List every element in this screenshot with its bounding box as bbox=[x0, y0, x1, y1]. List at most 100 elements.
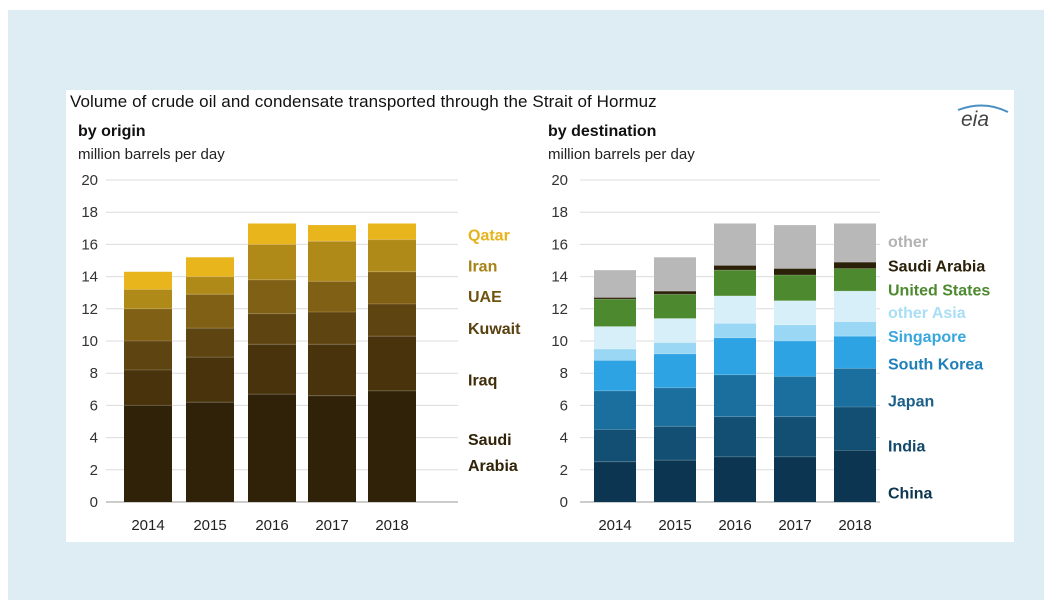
destination-bar-segment bbox=[834, 268, 876, 292]
destination-bar-segment bbox=[594, 297, 636, 300]
destination-bar-segment bbox=[774, 268, 816, 275]
destination-bar-segment bbox=[594, 429, 636, 462]
destination-bar-segment bbox=[834, 291, 876, 322]
origin-chart-title: by origin bbox=[78, 123, 146, 140]
destination-bar-segment bbox=[834, 336, 876, 369]
origin-x-tick-label: 2018 bbox=[375, 517, 408, 534]
destination-bar-segment bbox=[774, 274, 816, 301]
origin-legend-label: Iraq bbox=[468, 373, 497, 390]
eia-logo-swoosh bbox=[957, 104, 1009, 113]
destination-bar-segment bbox=[774, 376, 816, 417]
destination-bar-segment bbox=[834, 450, 876, 502]
destination-bar-segment bbox=[594, 360, 636, 391]
destination-chart-title: by destination bbox=[548, 123, 656, 140]
destination-bar-segment bbox=[774, 225, 816, 269]
origin-bar-segment bbox=[368, 390, 416, 502]
destination-bar-segment bbox=[834, 223, 876, 263]
origin-legend-label: Saudi bbox=[468, 432, 512, 449]
destination-bar-segment bbox=[594, 326, 636, 350]
origin-y-tick-label: 20 bbox=[81, 172, 98, 189]
origin-y-tick-label: 16 bbox=[81, 236, 98, 253]
origin-y-tick-label: 14 bbox=[81, 269, 98, 286]
origin-y-tick-label: 6 bbox=[90, 397, 98, 414]
destination-chart: by destination million barrels per day 0… bbox=[548, 123, 990, 534]
destination-bar-segment bbox=[594, 461, 636, 502]
eia-logo: eia bbox=[957, 104, 1009, 131]
origin-bar-segment bbox=[368, 239, 416, 272]
origin-bar-segment bbox=[124, 289, 172, 309]
origin-x-tick-label: 2017 bbox=[315, 517, 348, 534]
origin-bar-segment bbox=[308, 241, 356, 282]
destination-y-axis-label: million barrels per day bbox=[548, 146, 695, 163]
destination-bar-segment bbox=[774, 416, 816, 457]
destination-bar-segment bbox=[834, 368, 876, 408]
destination-x-tick-label: 2016 bbox=[718, 517, 751, 534]
origin-chart: by origin million barrels per day 0 2 4 6 8 1… bbox=[78, 123, 521, 534]
destination-y-tick-label: 16 bbox=[551, 236, 568, 253]
origin-y-tick-label: 10 bbox=[81, 333, 98, 350]
destination-bar-segment bbox=[774, 456, 816, 502]
destination-y-tick-label: 14 bbox=[551, 269, 568, 286]
destination-bar-segment bbox=[834, 262, 876, 269]
destination-bar-segment bbox=[654, 294, 696, 319]
origin-bar-segment bbox=[308, 281, 356, 313]
destination-bar-segment bbox=[834, 321, 876, 337]
origin-bar-segment bbox=[124, 308, 172, 341]
destination-legend-label: other Asia bbox=[888, 305, 966, 322]
destination-bar-segment bbox=[714, 337, 756, 375]
origin-bar-segment bbox=[186, 402, 234, 502]
destination-bar-segment bbox=[654, 426, 696, 461]
destination-x-tick-label: 2014 bbox=[598, 517, 631, 534]
destination-y-tick-label: 2 bbox=[560, 462, 568, 479]
origin-y-tick-label: 0 bbox=[90, 494, 98, 511]
destination-bar-segment bbox=[594, 299, 636, 327]
destination-bar-segment bbox=[774, 341, 816, 377]
origin-bar-segment bbox=[186, 328, 234, 358]
origin-bar-segment bbox=[308, 225, 356, 242]
origin-bar-segment bbox=[248, 279, 296, 314]
destination-legend-label: United States bbox=[888, 282, 990, 299]
destination-legend-label: Japan bbox=[888, 394, 934, 411]
destination-legend-label: Saudi Arabia bbox=[888, 258, 985, 275]
origin-bar-segment bbox=[186, 276, 234, 295]
origin-legend-label: Iran bbox=[468, 258, 497, 275]
destination-bar-segment bbox=[714, 295, 756, 324]
origin-bar-segment bbox=[186, 257, 234, 277]
destination-legend-label: China bbox=[888, 485, 933, 502]
destination-y-tick-label: 12 bbox=[551, 301, 568, 318]
destination-bar-segment bbox=[654, 291, 696, 295]
destination-bar-segment bbox=[714, 416, 756, 457]
destination-bar-segment bbox=[714, 323, 756, 338]
origin-bar-segment bbox=[186, 357, 234, 403]
destination-bar-segment bbox=[834, 407, 876, 451]
chart-title: Volume of crude oil and condensate trans… bbox=[70, 92, 657, 111]
destination-bar-segment bbox=[654, 387, 696, 427]
destination-bar-segment bbox=[774, 324, 816, 341]
origin-y-axis-label: million barrels per day bbox=[78, 146, 225, 163]
origin-y-tick-label: 4 bbox=[90, 430, 98, 447]
origin-bar-segment bbox=[368, 271, 416, 304]
origin-bar-segment bbox=[368, 223, 416, 240]
destination-legend-label: South Korea bbox=[888, 357, 983, 374]
origin-bar-segment bbox=[308, 395, 356, 502]
destination-legend-label: India bbox=[888, 439, 925, 456]
destination-bar-segment bbox=[654, 257, 696, 292]
origin-bar-segment bbox=[124, 369, 172, 406]
destination-legend-label: Singapore bbox=[888, 329, 966, 346]
destination-bar-segment bbox=[594, 349, 636, 361]
origin-legend-label: UAE bbox=[468, 289, 502, 306]
origin-bar-segment bbox=[248, 223, 296, 245]
destination-bar-segment bbox=[714, 223, 756, 266]
destination-bar-segment bbox=[714, 374, 756, 417]
origin-x-tick-label: 2014 bbox=[131, 517, 164, 534]
destination-legend-label: other bbox=[888, 234, 928, 251]
destination-bar-segment bbox=[714, 265, 756, 271]
origin-bar-segment bbox=[248, 394, 296, 502]
destination-bar-segment bbox=[654, 318, 696, 343]
origin-bar-segment bbox=[248, 344, 296, 395]
origin-bar-segment bbox=[368, 303, 416, 337]
destination-bar-segment bbox=[654, 460, 696, 502]
origin-bar-segment bbox=[308, 312, 356, 345]
destination-bar-segment bbox=[714, 456, 756, 502]
